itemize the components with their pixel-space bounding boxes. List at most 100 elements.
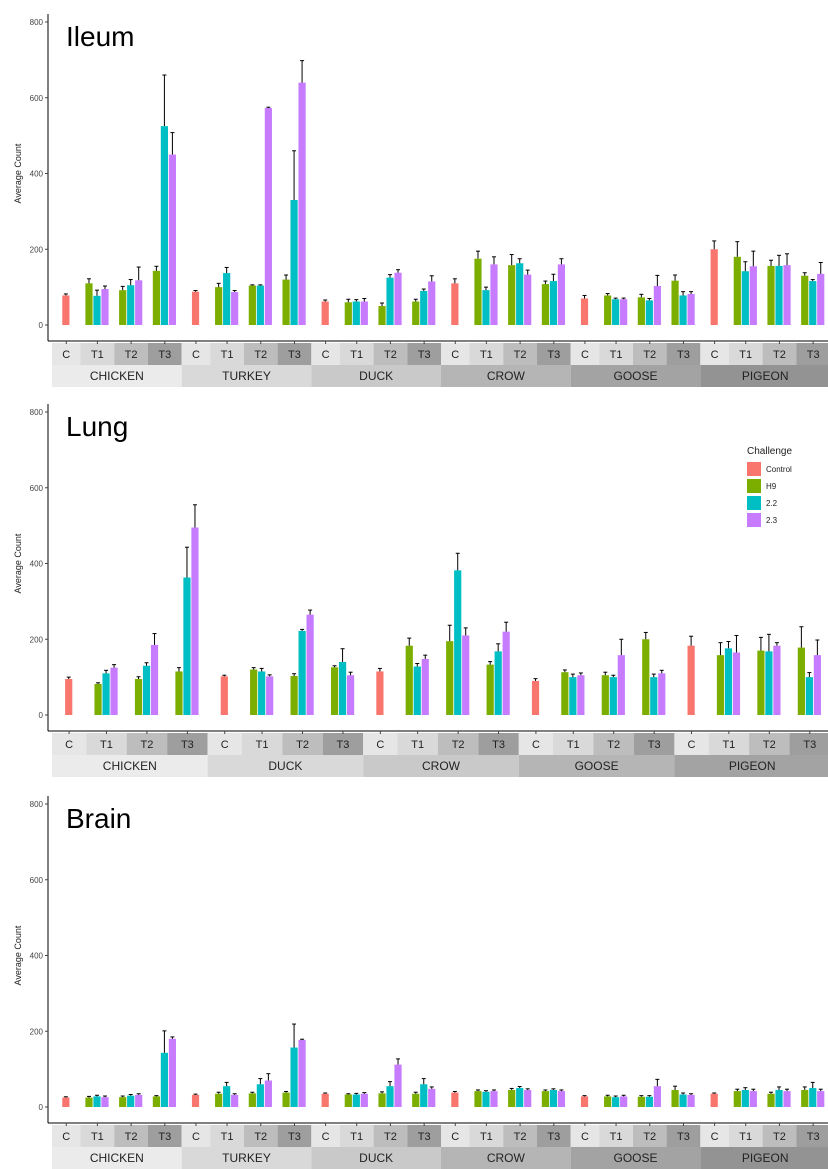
treatment-label: C (451, 349, 459, 361)
bird-label-turkey: TURKEY (222, 1151, 271, 1165)
treatment-label: T1 (100, 739, 113, 751)
bar-duck-t3-2-2 (420, 1084, 428, 1107)
treatment-strip (536, 343, 571, 365)
bar-pigeon-t3-h9 (801, 275, 809, 325)
bird-strip (181, 1147, 312, 1169)
treatment-label: T1 (221, 349, 234, 361)
bar-goose-c-control (580, 298, 589, 325)
bar-duck-t1-2-3 (266, 676, 274, 715)
treatment-strip (339, 1125, 374, 1147)
bird-strip (52, 365, 182, 387)
treatment-label: T3 (418, 1131, 431, 1143)
bar-pigeon-t3-2-2 (809, 281, 817, 325)
panel-brain: Brain Average Count 0 200 400 600 800 CHICKEN C T… (13, 796, 828, 1169)
bar-crow-t1-2-2 (482, 290, 490, 325)
bird-label-chicken: CHICKEN (90, 369, 144, 383)
bar-pigeon-t2-h9 (767, 265, 775, 325)
bird-label-duck: DUCK (359, 369, 393, 383)
treatment-label: T2 (296, 739, 309, 751)
treatment-label: T1 (722, 739, 735, 751)
treatment-strip (437, 733, 479, 755)
y-tick-label: 200 (30, 635, 44, 644)
treatment-label: T3 (807, 1131, 820, 1143)
treatment-strip (147, 1125, 182, 1147)
bar-goose-t1-2-3 (620, 1096, 628, 1107)
bar-duck-t2-h9 (378, 306, 386, 325)
treatment-strip (373, 343, 408, 365)
bar-crow-t2-2-2 (516, 263, 524, 325)
treatment-label: T1 (350, 1131, 363, 1143)
treatment-strip (243, 1125, 278, 1147)
treatment-label: C (711, 349, 719, 361)
panel-ileum: Ileum Average Count 0 200 400 600 800 CHICKEN C T… (13, 14, 828, 387)
bar-turkey-t3-h9 (282, 279, 290, 325)
bar-pigeon-t2-2-3 (773, 645, 781, 715)
treatment-strip (86, 733, 127, 755)
treatment-strip (570, 1125, 600, 1147)
treatment-strip (478, 733, 519, 755)
bar-duck-t3-2-3 (346, 675, 355, 715)
legend-swatch (747, 496, 761, 510)
bar-turkey-t1-2-2 (223, 273, 231, 325)
legend-entry-2-3: 2.3 (766, 516, 778, 525)
bird-strip (311, 365, 441, 387)
treatment-strip (666, 1125, 701, 1147)
bar-duck-c-control (321, 1093, 329, 1107)
treatment-label: T3 (181, 739, 194, 751)
bar-turkey-t1-2-3 (231, 292, 239, 325)
treatment-label: C (688, 739, 696, 751)
bar-crow-t2-h9 (508, 1089, 516, 1107)
bar-crow-t3-2-3 (502, 631, 510, 715)
bar-duck-t1-h9 (344, 1094, 352, 1107)
bar-chicken-t3-2-2 (183, 577, 191, 715)
treatment-label: T2 (254, 349, 267, 361)
bar-turkey-t2-h9 (248, 285, 256, 325)
bar-goose-c-control (580, 1096, 589, 1107)
bar-crow-t1-2-2 (482, 1091, 490, 1107)
bar-pigeon-t2-2-3 (783, 1091, 791, 1107)
treatment-strip (700, 343, 729, 365)
bar-duck-t2-2-2 (386, 277, 394, 325)
treatment-label: T1 (739, 1131, 752, 1143)
treatment-label: C (451, 1131, 459, 1143)
treatment-strip (210, 1125, 244, 1147)
bar-duck-t1-h9 (344, 302, 352, 325)
bar-turkey-t1-h9 (215, 1093, 223, 1107)
y-tick-label: 400 (30, 952, 44, 961)
bird-strip (570, 365, 701, 387)
bird-strip (700, 365, 828, 387)
y-axis-label: Average Count (13, 925, 23, 985)
treatment-label: C (581, 1131, 589, 1143)
treatment-label: T2 (773, 1131, 786, 1143)
treatment-label: T3 (547, 1131, 560, 1143)
treatment-strip (593, 733, 634, 755)
bar-turkey-t2-2-2 (256, 285, 264, 325)
bar-duck-t2-h9 (378, 1093, 386, 1107)
treatment-label: T3 (677, 349, 690, 361)
y-tick-label: 600 (30, 94, 44, 103)
treatment-label: T2 (514, 349, 527, 361)
bar-turkey-t3-2-3 (298, 82, 306, 325)
bar-chicken-c-control (65, 679, 73, 715)
bar-chicken-t2-h9 (119, 290, 127, 325)
bird-strip (570, 1147, 701, 1169)
panel-title: Brain (66, 803, 131, 834)
treatment-label: T2 (140, 739, 153, 751)
bird-strip (52, 1147, 182, 1169)
bar-pigeon-t3-h9 (801, 1089, 809, 1107)
panel-lung: Lung Average Count 0 200 400 600 800 CHICKEN C T1… (13, 404, 828, 777)
treatment-strip (796, 343, 828, 365)
bird-strip (441, 1147, 571, 1169)
bar-pigeon-c-control (687, 645, 695, 715)
bird-label-crow: CROW (422, 759, 461, 773)
bar-duck-t1-2-2 (352, 1094, 360, 1107)
bar-chicken-t3-2-2 (160, 126, 169, 325)
treatment-label: T1 (350, 349, 363, 361)
bar-goose-t1-2-2 (612, 1097, 620, 1107)
bar-goose-t3-h9 (671, 1089, 679, 1107)
bar-chicken-c-control (62, 1097, 70, 1107)
treatment-label: C (221, 739, 229, 751)
bar-duck-t2-2-2 (386, 1086, 394, 1107)
treatment-strip (114, 343, 148, 365)
treatment-strip (207, 733, 242, 755)
